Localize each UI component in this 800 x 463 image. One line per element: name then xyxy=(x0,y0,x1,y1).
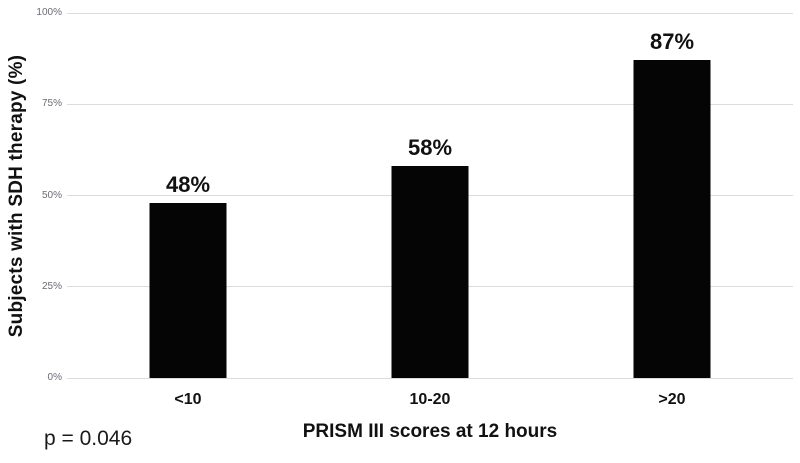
x-category-label: <10 xyxy=(174,391,202,408)
bar-<10 xyxy=(149,202,227,378)
gridline-100% xyxy=(67,12,793,14)
bar-10-20 xyxy=(391,166,469,378)
bar-value-label: 58% xyxy=(407,135,453,161)
gridline-75% xyxy=(67,103,793,105)
bar-value-label: 87% xyxy=(649,29,695,55)
bar->20 xyxy=(633,60,711,378)
y-tick-label: 50% xyxy=(41,189,62,201)
p-value-annotation: p = 0.046 xyxy=(44,427,133,450)
y-tick-label: 75% xyxy=(41,98,62,110)
bar-value-label: 48% xyxy=(165,171,211,197)
bar-slot: 48% xyxy=(67,13,309,378)
bar-slot: 58% xyxy=(309,13,551,378)
x-category-label: >20 xyxy=(658,391,686,408)
y-tick-label: 100% xyxy=(36,7,62,18)
gridline-0% xyxy=(67,377,793,379)
y-tick-label: 25% xyxy=(41,280,62,292)
x-category-label: 10-20 xyxy=(409,391,451,408)
plot-area: 48% 58% 87% xyxy=(67,12,793,379)
x-axis-title: PRISM III scores at 12 hours xyxy=(302,421,558,442)
y-tick-label: 0% xyxy=(47,372,62,383)
bar-slot: 87% xyxy=(551,13,793,378)
